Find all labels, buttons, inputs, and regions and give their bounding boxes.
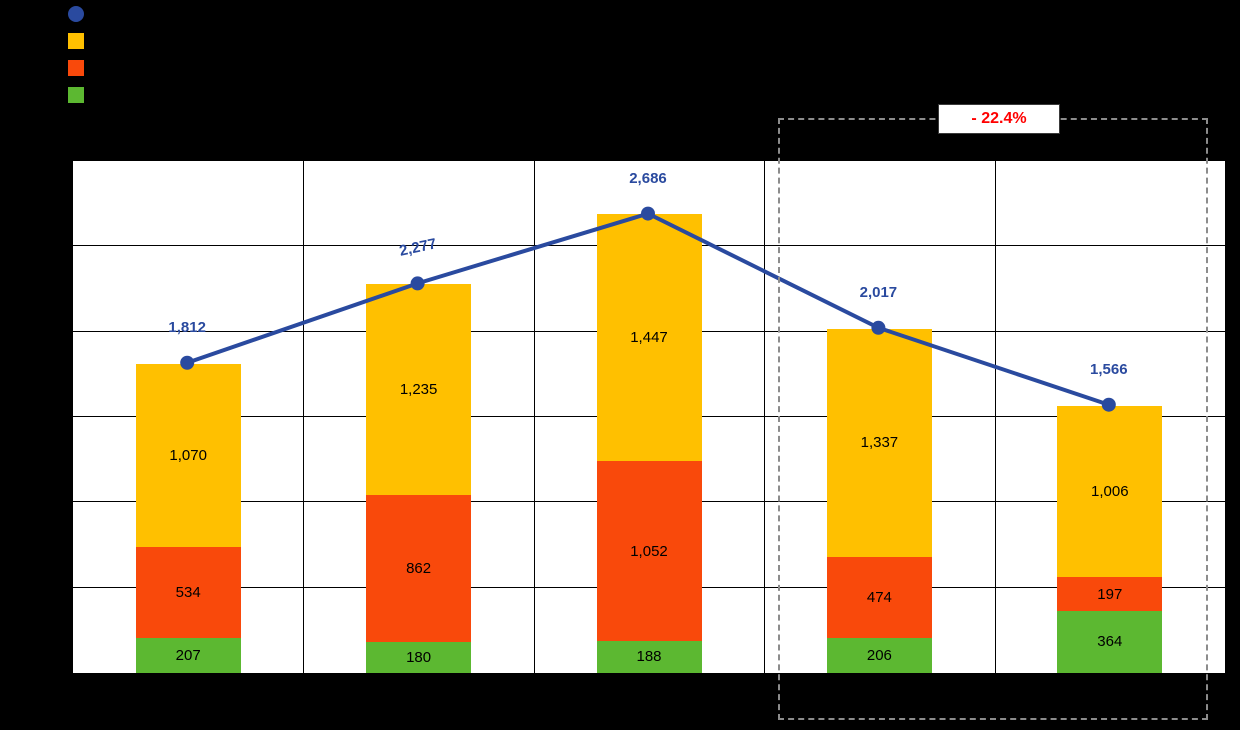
- segment-value-label: 180: [406, 649, 432, 667]
- segment-value-label: 206: [866, 646, 892, 664]
- delta-annotation-box: - 22.4%: [938, 104, 1060, 134]
- total-value-label: 1,812: [168, 318, 206, 336]
- delta-label: - 22.4%: [971, 110, 1027, 127]
- segment-value-label: 1,337: [860, 434, 899, 452]
- segment-value-label: 534: [175, 583, 201, 601]
- bar-segment-green-bottom-segment: 207: [135, 637, 241, 673]
- total-value-label: 2,686: [629, 169, 667, 187]
- legend-marker-yellow-series: [68, 33, 84, 49]
- bar-segment-orange-middle-segment: 534: [135, 546, 241, 638]
- bar-segment-green-bottom-segment: 364: [1057, 610, 1163, 673]
- bar-segment-green-bottom-segment: 180: [366, 642, 472, 673]
- segment-value-label: 207: [175, 646, 201, 664]
- gridline-vertical: [764, 161, 765, 673]
- bar-segment-yellow-top-segment: 1,070: [135, 363, 241, 547]
- segment-value-label: 188: [636, 648, 662, 666]
- segment-value-label: 1,006: [1091, 482, 1129, 500]
- segment-value-label: 1,235: [399, 381, 438, 399]
- segment-value-label: 474: [866, 588, 892, 606]
- segment-value-label: 1,447: [630, 329, 668, 347]
- gridline-vertical: [995, 161, 996, 673]
- legend-marker-total-line: [68, 6, 84, 22]
- segment-value-label: 1,070: [169, 446, 207, 464]
- bar-segment-green-bottom-segment: 206: [826, 637, 932, 673]
- bar-segment-green-bottom-segment: 188: [596, 640, 702, 673]
- bar-segment-orange-middle-segment: 197: [1057, 577, 1163, 611]
- legend-marker-green-series: [68, 87, 84, 103]
- segment-value-label: 197: [1097, 585, 1123, 603]
- segment-value-label: 1,052: [630, 542, 668, 560]
- bar-segment-yellow-top-segment: 1,235: [366, 284, 472, 496]
- segment-value-label: 862: [406, 560, 432, 578]
- chart-legend: [68, 6, 84, 103]
- highlight-dashed-rect: [778, 118, 1208, 720]
- bar-segment-orange-middle-segment: 1,052: [596, 461, 702, 641]
- bar-segment-orange-middle-segment: 862: [366, 495, 472, 643]
- segment-value-label: 364: [1097, 633, 1123, 651]
- bar-segment-yellow-top-segment: 1,006: [1057, 405, 1163, 578]
- gridline-vertical: [303, 161, 304, 673]
- legend-marker-orange-series: [68, 60, 84, 76]
- bar-segment-yellow-top-segment: 1,447: [596, 214, 702, 462]
- bar-segment-orange-middle-segment: 474: [826, 556, 932, 638]
- gridline-vertical: [534, 161, 535, 673]
